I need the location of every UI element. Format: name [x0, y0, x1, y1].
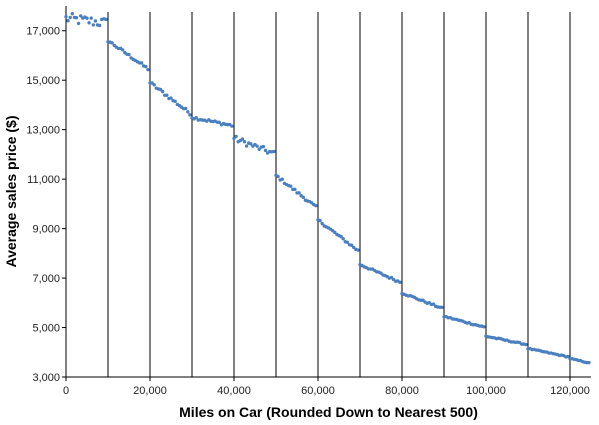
data-point	[152, 83, 156, 87]
data-point	[440, 305, 444, 310]
data-points	[64, 12, 591, 365]
data-point	[314, 203, 318, 208]
data-point	[217, 120, 221, 125]
x-tick-label: 0	[63, 385, 69, 397]
data-point	[146, 67, 150, 72]
data-point	[85, 16, 89, 20]
x-axis-ticks: 0 20,000 40,000 60,000 80,000 100,000 120,000	[63, 377, 590, 397]
x-axis-title: Miles on Car (Rounded Down to Nearest 50…	[179, 404, 478, 420]
x-tick-label: 60,000	[301, 385, 335, 397]
x-tick-label: 20,000	[133, 385, 167, 397]
data-point	[194, 115, 198, 120]
data-point	[345, 240, 350, 244]
data-point	[333, 230, 337, 235]
data-point	[301, 195, 305, 200]
data-point	[64, 14, 68, 19]
data-point	[70, 12, 75, 16]
data-point	[276, 174, 280, 179]
data-point	[66, 19, 70, 23]
data-point	[272, 149, 276, 154]
data-point	[257, 147, 261, 151]
data-point	[93, 19, 98, 23]
data-point	[289, 184, 293, 188]
data-point	[293, 187, 297, 192]
y-tick-label: 9,000	[32, 224, 60, 236]
data-point	[110, 41, 114, 45]
data-point	[587, 360, 591, 365]
y-tick-label: 7,000	[32, 273, 60, 285]
x-tick-label: 40,000	[217, 385, 251, 397]
data-point	[244, 144, 249, 148]
vertical-lines	[107, 12, 571, 377]
y-axis-ticks: 3,000 5,000 7,000 9,000 11,000 13,000 15,000 17…	[26, 26, 66, 384]
data-point	[482, 325, 486, 329]
data-point	[74, 16, 79, 20]
data-point	[160, 89, 165, 94]
data-point	[261, 144, 266, 149]
data-point	[127, 52, 131, 57]
data-point	[398, 280, 402, 285]
data-point	[240, 137, 245, 141]
data-point	[349, 243, 354, 247]
data-point	[341, 237, 345, 241]
y-tick-label: 13,000	[26, 125, 60, 137]
data-point	[234, 134, 238, 139]
data-point	[230, 124, 234, 128]
data-point	[249, 142, 253, 146]
data-point	[173, 99, 177, 103]
data-point	[297, 191, 301, 195]
data-point	[165, 93, 169, 97]
data-point	[524, 342, 528, 347]
y-axis-title: Average sales price ($)	[3, 115, 19, 267]
y-tick-label: 3,000	[32, 372, 60, 384]
data-point	[144, 64, 148, 69]
data-point	[87, 21, 91, 25]
data-point	[318, 218, 322, 223]
x-tick-label: 100,000	[466, 385, 506, 397]
data-point	[97, 23, 102, 28]
plot-area: 0 20,000 40,000 60,000 80,000 100,000 120,000 …	[26, 6, 591, 397]
data-point	[431, 302, 436, 306]
data-point	[158, 87, 163, 92]
data-point	[356, 248, 360, 252]
data-point	[68, 15, 72, 20]
data-point	[186, 110, 190, 114]
data-point	[339, 234, 343, 239]
data-point	[91, 23, 96, 27]
y-tick-label: 5,000	[32, 323, 60, 335]
data-point	[121, 48, 125, 52]
data-point	[76, 21, 81, 26]
data-point	[139, 61, 144, 65]
x-tick-label: 80,000	[385, 385, 419, 397]
data-point	[79, 14, 83, 18]
data-point	[188, 113, 192, 117]
data-point	[169, 96, 173, 100]
y-tick-label: 15,000	[26, 75, 60, 87]
data-point	[255, 144, 259, 148]
data-point	[184, 106, 188, 111]
data-point	[280, 177, 284, 181]
x-tick-label: 120,000	[550, 385, 590, 397]
data-point	[104, 17, 108, 22]
y-tick-label: 17,000	[26, 26, 60, 38]
data-point	[89, 16, 93, 20]
data-point	[320, 221, 324, 226]
data-point	[263, 148, 268, 153]
data-point	[242, 139, 247, 144]
y-tick-label: 11,000	[27, 174, 60, 186]
